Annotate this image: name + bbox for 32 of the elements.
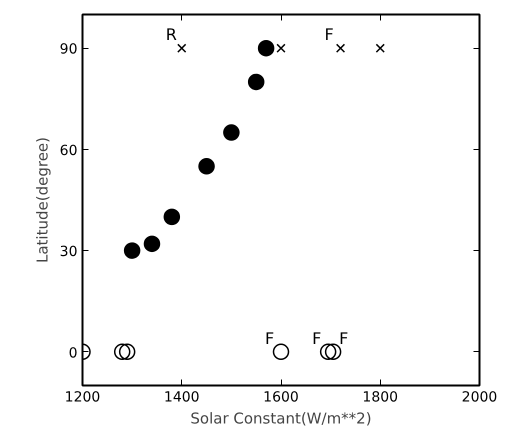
x-tick-label: 1200	[64, 390, 100, 406]
point	[248, 74, 264, 90]
annotation: F	[312, 328, 322, 348]
annotation: R	[166, 25, 177, 44]
y-tick-label: 90	[60, 42, 78, 58]
y-tick-label: 0	[68, 345, 78, 362]
annotation: F	[324, 25, 334, 44]
point	[144, 236, 160, 252]
point	[320, 344, 336, 360]
point	[324, 344, 342, 360]
y-tick-label: 60	[60, 142, 78, 159]
point	[114, 344, 130, 360]
point	[118, 344, 136, 360]
y-axis-title: Latitude(degree)	[34, 136, 52, 264]
point	[272, 344, 290, 360]
point	[177, 44, 186, 53]
point	[164, 208, 180, 226]
y-tick-label: 30	[60, 244, 78, 260]
point	[258, 40, 274, 56]
x-tick-label: 1400	[164, 390, 200, 406]
point	[198, 158, 215, 175]
point	[124, 242, 140, 259]
point	[276, 44, 286, 53]
x-tick-label: 2000	[462, 390, 498, 406]
annotation: F	[265, 328, 274, 348]
point	[223, 124, 240, 141]
x-axis-title: Solar Constant(W/m**2)	[190, 410, 372, 428]
point	[376, 44, 385, 53]
point	[336, 44, 346, 53]
x-tick-label: 1800	[362, 390, 398, 406]
annotation: F	[339, 328, 348, 348]
x-tick-label: 1600	[263, 390, 299, 406]
